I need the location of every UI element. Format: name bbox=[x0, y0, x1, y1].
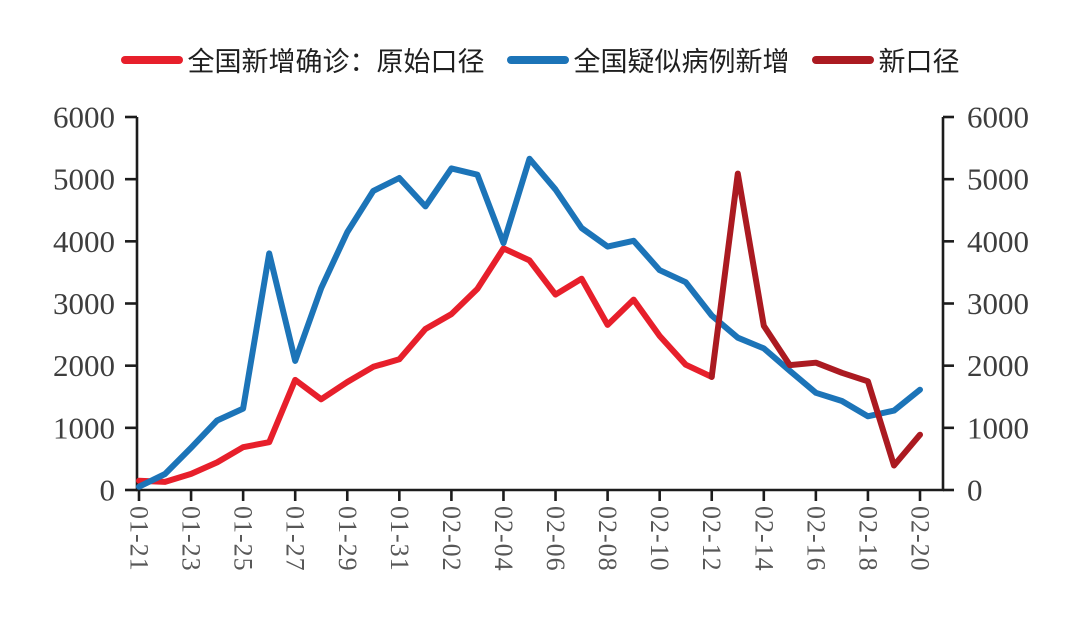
y-tick-label: 1000 bbox=[967, 410, 1029, 445]
legend-label-new-caliber: 新口径 bbox=[878, 47, 960, 77]
x-axis-labels: 01-21 01-23 01-25 01-27 01-29 01-31 02-02 02-04… bbox=[125, 506, 935, 572]
y-axis-labels: 0 0 1000 1000 2000 2000 3000 3000 4000 4000 5000 50… bbox=[53, 100, 1029, 508]
x-tick-label: 01-31 bbox=[385, 506, 414, 572]
axes bbox=[125, 115, 954, 501]
chart-legend: 全国新增确诊：原始口径 全国疑似病例新增 新口径 bbox=[0, 40, 1080, 79]
legend-item-new-caliber: 新口径 bbox=[811, 40, 960, 79]
darkred-line-swatch-icon bbox=[811, 55, 874, 64]
x-tick-label: 02-14 bbox=[749, 506, 778, 572]
legend-label-confirmed-original: 全国新增确诊：原始口径 bbox=[187, 47, 485, 77]
x-tick-label: 01-29 bbox=[333, 506, 362, 572]
series-confirmed-original bbox=[136, 245, 715, 485]
y-tick-label: 0 bbox=[967, 473, 983, 508]
series-suspected-new bbox=[136, 155, 923, 490]
legend-label-suspected-new: 全国疑似病例新增 bbox=[573, 47, 790, 77]
y-tick-label: 3000 bbox=[967, 286, 1029, 321]
legend-item-suspected-new: 全国疑似病例新增 bbox=[506, 40, 790, 79]
x-tick-label: 02-06 bbox=[541, 506, 570, 572]
y-tick-label: 4000 bbox=[53, 224, 115, 259]
x-tick-label: 02-04 bbox=[489, 506, 518, 572]
y-tick-label: 3000 bbox=[53, 286, 115, 321]
y-tick-label: 2000 bbox=[53, 348, 115, 383]
blue-line-swatch-icon bbox=[506, 55, 569, 64]
x-tick-label: 02-20 bbox=[906, 506, 935, 572]
legend-item-confirmed-original: 全国新增确诊：原始口径 bbox=[120, 40, 485, 79]
series-new-caliber bbox=[708, 170, 923, 469]
x-tick-label: 01-27 bbox=[281, 506, 310, 572]
x-tick-label: 02-12 bbox=[697, 506, 726, 572]
x-tick-label: 01-25 bbox=[229, 506, 258, 572]
y-tick-label: 1000 bbox=[53, 410, 115, 445]
x-tick-label: 02-18 bbox=[853, 506, 882, 572]
y-tick-label: 5000 bbox=[53, 162, 115, 197]
y-tick-label: 0 bbox=[100, 473, 116, 508]
x-tick-label: 02-02 bbox=[437, 506, 466, 572]
y-tick-label: 5000 bbox=[967, 162, 1029, 197]
y-tick-label: 6000 bbox=[967, 100, 1029, 135]
x-tick-label: 02-10 bbox=[645, 506, 674, 572]
y-tick-label: 4000 bbox=[967, 224, 1029, 259]
x-tick-label: 02-08 bbox=[593, 506, 622, 572]
x-tick-label: 02-16 bbox=[801, 506, 830, 572]
x-tick-label: 01-23 bbox=[177, 506, 206, 572]
x-tick-label: 01-21 bbox=[125, 506, 154, 572]
y-tick-label: 2000 bbox=[967, 348, 1029, 383]
y-tick-label: 6000 bbox=[53, 100, 115, 135]
red-line-swatch-icon bbox=[120, 55, 183, 64]
